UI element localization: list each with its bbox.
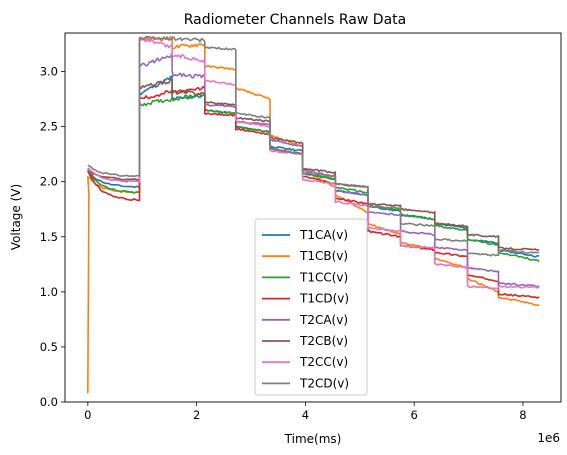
x-axis-label: Time(ms) [284, 432, 342, 446]
y-tick-label: 2.0 [40, 175, 58, 189]
y-tick-label: 2.5 [40, 120, 58, 134]
legend-label: T1CB(v) [299, 249, 348, 263]
legend-label: T1CD(v) [299, 292, 349, 306]
chart-title: Radiometer Channels Raw Data [184, 12, 406, 28]
plot-lines [87, 35, 540, 394]
x-tick-label: 4 [302, 408, 309, 422]
series-line [87, 35, 540, 257]
series-line [87, 78, 540, 251]
series-line [87, 85, 540, 299]
legend-label: T2CD(v) [299, 376, 349, 390]
legend-label: T2CC(v) [299, 355, 348, 369]
series-line [87, 93, 540, 263]
y-tick-label: 3.0 [40, 65, 58, 79]
y-tick-label: 0.0 [40, 395, 58, 409]
legend-label: T1CC(v) [299, 270, 348, 284]
x-tick-label: 6 [410, 408, 417, 422]
x-tick-label: 8 [519, 408, 526, 422]
y-axis: 0.0 0.5 1.0 1.5 2.0 2.5 3.0 [40, 65, 65, 409]
plot-frame [64, 32, 562, 403]
x-offset-label: 1e6 [537, 431, 560, 445]
series-line [87, 52, 540, 288]
series-line [87, 36, 540, 290]
x-tick-label: 0 [84, 408, 91, 422]
x-tick-label: 2 [193, 408, 200, 422]
legend: T1CA(v) T1CB(v) T1CC(v) T1CD(v) T2CA(v) T2CB(… [254, 218, 368, 396]
legend-frame [254, 218, 368, 396]
y-tick-label: 1.0 [40, 285, 58, 299]
x-axis: 0 2 4 6 8 [84, 402, 527, 422]
legend-label: T2CA(v) [299, 313, 348, 327]
y-tick-label: 0.5 [40, 340, 58, 354]
y-tick-label: 1.5 [40, 230, 58, 244]
legend-label: T1CA(v) [299, 228, 348, 242]
y-axis-label: Voltage (V) [9, 184, 23, 250]
legend-label: T2CB(v) [299, 334, 348, 348]
